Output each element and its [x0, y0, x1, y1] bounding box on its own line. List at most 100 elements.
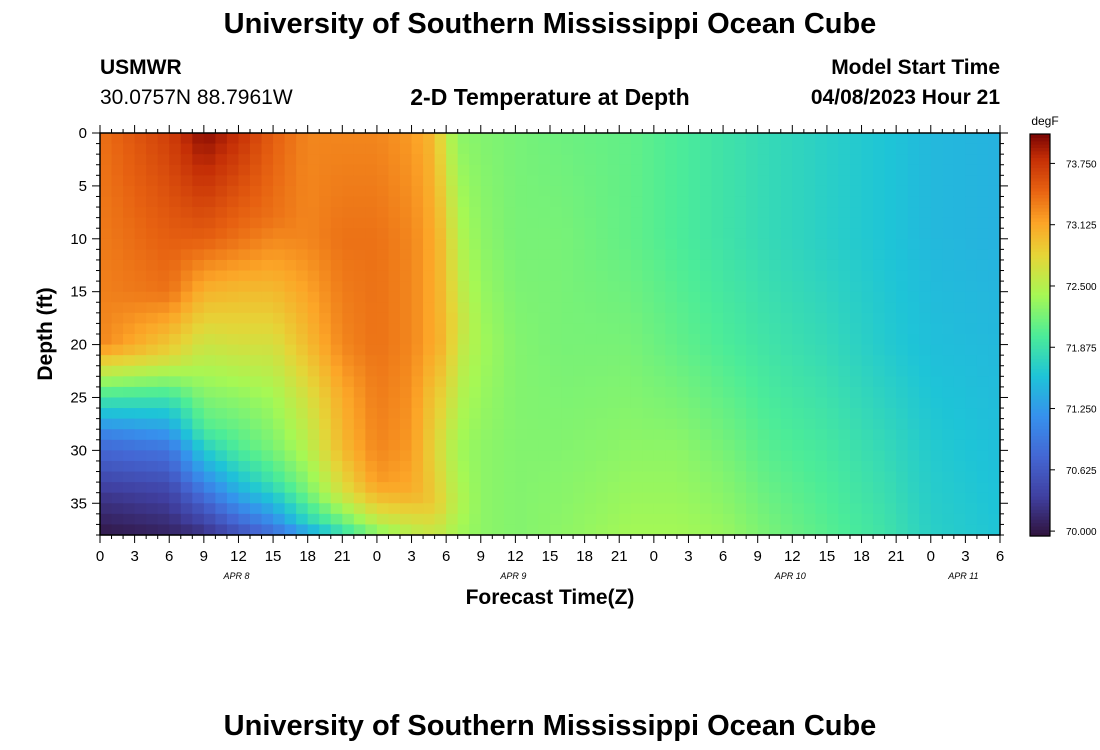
heatmap-cell — [457, 302, 470, 314]
heatmap-cell — [988, 460, 1001, 473]
heatmap-cell — [596, 460, 609, 473]
heatmap-cell — [342, 471, 355, 483]
heatmap-cell — [111, 344, 124, 356]
heatmap-cell — [469, 344, 482, 356]
heatmap-cell — [976, 302, 990, 314]
heatmap-cell — [838, 365, 851, 377]
heatmap-cell — [388, 143, 401, 155]
heatmap-cell — [296, 143, 309, 155]
heatmap-cell — [930, 439, 943, 451]
heatmap-cell — [284, 365, 297, 377]
heatmap-cell — [896, 196, 909, 208]
colorbar-swatch — [1030, 197, 1050, 202]
heatmap-cell — [342, 207, 355, 219]
heatmap-cell — [711, 270, 724, 282]
heatmap-cell — [803, 355, 816, 367]
heatmap-cell — [584, 408, 597, 420]
heatmap-cell — [919, 376, 932, 388]
heatmap-cell — [792, 376, 805, 388]
heatmap-cell — [515, 154, 528, 166]
heatmap-cell — [180, 302, 193, 314]
heatmap-cell — [261, 355, 274, 367]
heatmap-cell — [700, 249, 713, 261]
heatmap-cell — [953, 334, 966, 346]
heatmap-cell — [930, 228, 943, 240]
heatmap-cell — [319, 196, 332, 208]
heatmap-cell — [607, 175, 620, 187]
heatmap-cell — [676, 418, 690, 430]
heatmap-cell — [192, 249, 205, 261]
heatmap-cell — [780, 492, 793, 504]
heatmap-cell — [780, 312, 793, 325]
heatmap-cell — [815, 418, 828, 430]
heatmap-cell — [434, 482, 447, 494]
colorbar-swatch — [1030, 512, 1050, 517]
heatmap-cell — [400, 408, 413, 420]
heatmap-cell — [238, 270, 251, 282]
heatmap-cell — [238, 355, 251, 367]
colorbar-swatch — [1030, 308, 1050, 313]
heatmap-cell — [815, 408, 828, 420]
heatmap-cell — [480, 460, 493, 473]
heatmap-cell — [573, 207, 586, 219]
heatmap-cell — [884, 312, 897, 325]
heatmap-cell — [884, 513, 897, 526]
heatmap-cell — [526, 323, 540, 335]
heatmap-cell — [250, 439, 263, 451]
heatmap-cell — [573, 281, 586, 293]
heatmap-cell — [342, 185, 355, 198]
heatmap-cell — [388, 196, 401, 208]
heatmap-cell — [688, 259, 701, 272]
heatmap-cell — [434, 334, 447, 346]
heatmap-cell — [573, 291, 586, 303]
heatmap-cell — [457, 471, 470, 483]
plot-title: 2-D Temperature at Depth — [410, 84, 690, 110]
heatmap-cell — [146, 450, 159, 462]
heatmap-cell — [780, 143, 793, 155]
heatmap-cell — [503, 450, 516, 462]
heatmap-cell — [838, 249, 851, 261]
heatmap-cell — [376, 270, 390, 282]
heatmap-cell — [676, 164, 690, 176]
heatmap-cell — [826, 344, 840, 356]
heatmap-cell — [873, 344, 886, 356]
heatmap-cell — [296, 408, 309, 420]
heatmap-cell — [400, 482, 413, 494]
heatmap-cell — [665, 185, 678, 198]
heatmap-cell — [457, 323, 470, 335]
heatmap-cell — [319, 524, 332, 536]
heatmap-cell — [457, 460, 470, 473]
heatmap-cell — [134, 439, 147, 451]
heatmap-cell — [723, 524, 736, 536]
heatmap-cell — [676, 471, 690, 483]
colorbar-unit-label: degF — [1031, 114, 1058, 128]
heatmap-cell — [734, 196, 747, 208]
heatmap-cell — [226, 408, 240, 420]
heatmap-cell — [619, 228, 632, 240]
heatmap-cell — [676, 143, 690, 155]
heatmap-cell — [423, 492, 436, 504]
heatmap-cell — [123, 386, 136, 399]
heatmap-cell — [123, 143, 136, 155]
heatmap-cell — [861, 524, 874, 536]
heatmap-cell — [100, 524, 113, 536]
heatmap-cell — [457, 270, 470, 282]
heatmap-cell — [284, 270, 297, 282]
heatmap-cell — [330, 471, 343, 483]
heatmap-cell — [469, 334, 482, 346]
heatmap-cell — [734, 397, 747, 409]
heatmap-cell — [757, 524, 770, 536]
heatmap-cell — [561, 217, 574, 229]
heatmap-cell — [930, 133, 943, 145]
heatmap-cell — [307, 133, 320, 145]
heatmap-cell — [365, 450, 378, 462]
heatmap-cell — [353, 154, 366, 166]
heatmap-cell — [330, 323, 343, 335]
heatmap-cell — [953, 259, 966, 272]
heatmap-cell — [446, 492, 459, 504]
heatmap-cell — [550, 143, 563, 155]
heatmap-cell — [353, 312, 366, 325]
heatmap-cell — [792, 482, 805, 494]
heatmap-cell — [803, 175, 816, 187]
heatmap-cell — [342, 302, 355, 314]
